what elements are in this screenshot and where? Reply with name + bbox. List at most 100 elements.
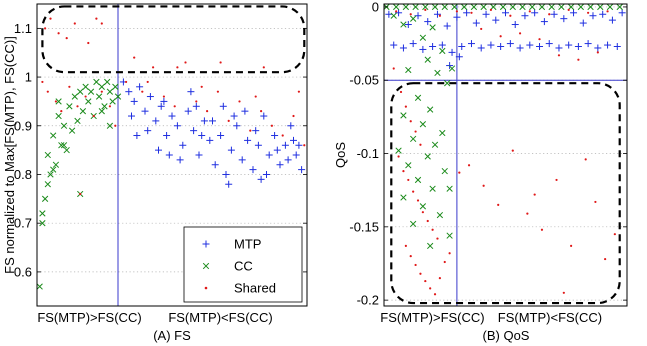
panel-a-mtp-point <box>284 156 292 164</box>
panel-b-cc-point-b <box>422 3 429 11</box>
panel-b-cc-point <box>410 220 417 228</box>
panel-b-shared-point <box>421 211 424 214</box>
panel-b-shared-point <box>555 178 558 182</box>
panel-a-mtp-point <box>146 93 154 101</box>
panel-b-cc-point <box>424 56 431 63</box>
panel-a-shared-point <box>262 66 265 69</box>
panel-b-shared-point <box>570 244 573 247</box>
panel-b-ytick-label: -0.2 <box>357 293 379 308</box>
panel-b-shared-point <box>509 14 512 17</box>
panel-a-mtp-point <box>163 132 171 140</box>
panel-a-mtp-point <box>241 107 249 115</box>
panel-b-shared-point <box>404 105 407 108</box>
panel-a-shared-point <box>133 56 136 59</box>
panel-a-cc-point <box>58 142 65 149</box>
panel-a-mtp-point <box>225 180 233 188</box>
panel-b-shared-point <box>438 14 441 17</box>
panel-a-shared-point <box>292 114 295 118</box>
panel-a-cc-point <box>60 122 68 129</box>
panel-a-shared-point <box>141 90 144 93</box>
panel-b-frame <box>383 3 628 307</box>
panel-b-shared-point <box>397 155 400 158</box>
panel-b-cc-point <box>577 3 584 11</box>
panel-b-shared-point <box>548 13 551 16</box>
panel-a-shared-point <box>297 90 300 93</box>
panel-b-cc-point-b <box>419 34 427 41</box>
panel-a-mtp-point <box>195 151 203 159</box>
panel-b-cc-point-b <box>558 3 565 11</box>
panel-b-cc-point <box>410 15 417 22</box>
panel-a-shared-point <box>238 100 241 103</box>
panel-a-shared-point <box>216 90 219 93</box>
panel-b-cc-point-b <box>446 185 453 192</box>
panel-a-cc-point <box>60 142 68 149</box>
legend-marker-cc <box>202 262 210 270</box>
panel-a-shared-point <box>49 17 52 20</box>
panel-a-ytick-label: 0.9 <box>14 118 32 133</box>
panel-b-mtp-point <box>463 9 471 17</box>
panel-b-cc-point <box>439 47 446 55</box>
panel-b-mtp-point <box>429 43 437 51</box>
panel-b-shared-point <box>518 32 522 35</box>
panel-b-cc-point-b <box>419 121 427 128</box>
panel-b-xtick-label: FS(MTP)<FS(CC) <box>498 310 602 325</box>
panel-b-cc-point-b <box>441 3 448 11</box>
panel-b-mtp-point <box>574 43 582 51</box>
panel-b-shared-point <box>431 228 434 231</box>
panel-a-mtp-point <box>298 166 306 174</box>
panel-b-cc-point <box>444 80 451 87</box>
panel-b-shared-point <box>613 233 616 236</box>
panel-b-shared-point <box>409 255 412 258</box>
panel-a-mtp-point <box>252 127 260 135</box>
panel-b-cc-point <box>414 176 422 184</box>
panel-b-shared-point <box>594 200 597 204</box>
panel-b-mtp-point <box>531 9 539 17</box>
panel-a-gridlines <box>37 4 307 306</box>
panel-b-shared-point <box>419 272 422 275</box>
panel-a-mtp-point <box>233 122 241 130</box>
panel-b-cc-point-b <box>434 69 441 77</box>
panel-a-mtp-point <box>173 122 181 130</box>
panel-a-mtp-point <box>281 141 289 149</box>
panel-a-cc-point <box>112 83 119 90</box>
panel-b-mtp-point <box>511 21 519 29</box>
panel-a-cc-point-b <box>44 151 51 159</box>
panel-a-shared-point <box>114 124 117 127</box>
panel-b-mtp-point <box>560 15 568 23</box>
panel-a-cc-point <box>44 151 51 159</box>
panel-b-shared-point <box>489 8 493 11</box>
panel-a-series <box>36 17 306 290</box>
panel-b-cc-point-b <box>390 12 397 19</box>
panel-b-cc-point-b <box>427 106 434 113</box>
panel-a-shared-point <box>254 95 257 98</box>
panel-b-cc-point <box>567 3 575 11</box>
panel-a-cc-point <box>41 195 49 202</box>
panel-b-cc-point <box>587 3 594 11</box>
panel-b-mtp-point <box>570 9 578 17</box>
panel-a-cc-point <box>85 98 92 105</box>
panel-b-cc-point <box>519 3 526 11</box>
panel-a-cc-point-b <box>109 98 116 105</box>
panel-a-cc-point <box>52 161 60 168</box>
panel-b-mtp-point <box>584 40 592 48</box>
panel-a-shared-point <box>46 90 49 93</box>
panel-b-shared-point <box>467 164 471 167</box>
panel-b-mtp-point <box>443 22 451 30</box>
panel-a-cc-point-b <box>47 171 54 178</box>
panel-a-mtp-point <box>157 102 165 110</box>
panel-a-ytick-label: 1 <box>25 70 32 85</box>
panel-a-shared-point <box>281 134 284 137</box>
panel-a-cc-point-b <box>41 195 49 202</box>
panel-b-cc-point <box>499 3 507 11</box>
panel-a-mtp-point <box>187 88 195 96</box>
panel-b-cc-point <box>429 185 436 192</box>
panel-b-shared-point <box>577 58 580 61</box>
panel-b-shared-point <box>584 158 587 161</box>
panel-b-dashed-box <box>390 82 621 305</box>
panel-a-mtp-point <box>168 112 176 120</box>
panel-b-shared-point <box>562 291 565 294</box>
panel-b-cc-point-b <box>470 3 478 11</box>
panel-a-cc-point-b <box>95 93 103 100</box>
panel-a-cc-point-b <box>36 283 43 290</box>
panel-b-cc-point <box>405 66 412 74</box>
